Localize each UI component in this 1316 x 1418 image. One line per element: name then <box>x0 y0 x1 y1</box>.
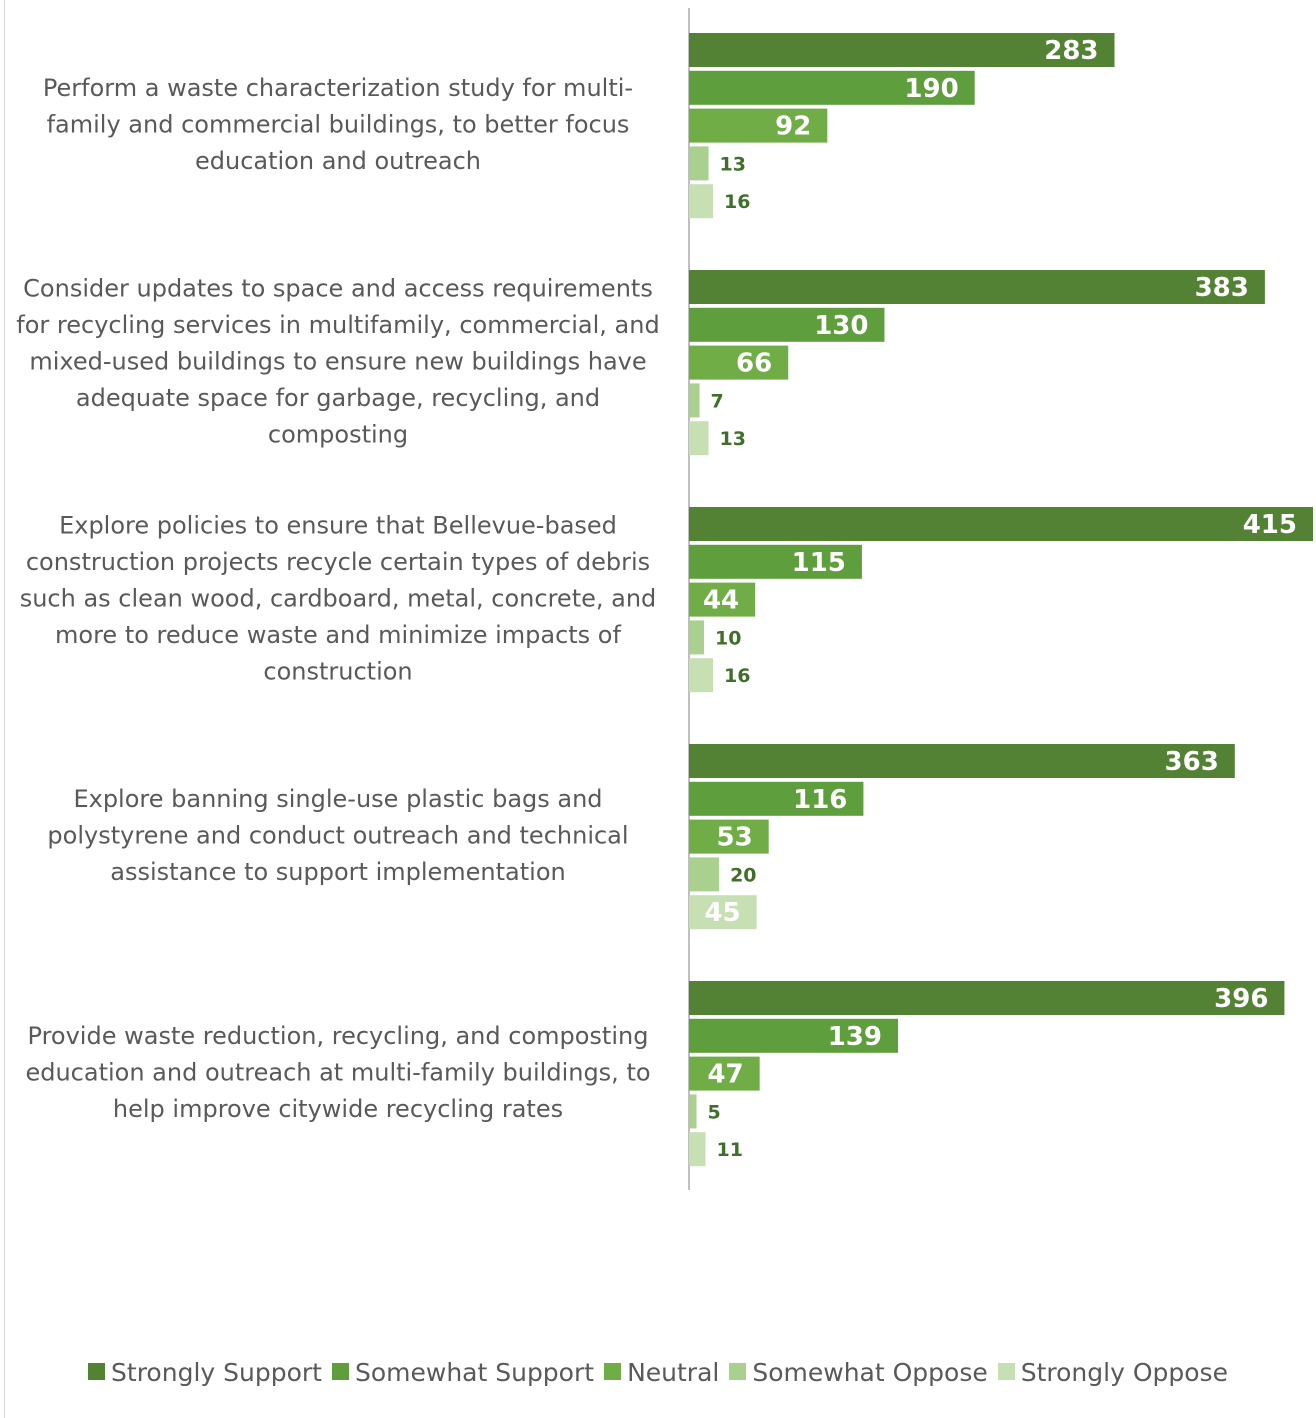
bar-strongly-support <box>689 507 1313 541</box>
bar-chart-plot: Perform a waste characterization study f… <box>16 8 1313 1190</box>
category-label: Provide waste reduction, recycling, and … <box>25 1022 650 1123</box>
legend-swatch <box>88 1363 106 1380</box>
data-label: 363 <box>1165 747 1219 777</box>
data-label: 92 <box>775 112 811 142</box>
legend-swatch <box>729 1363 747 1380</box>
legend-item: Strongly Oppose <box>997 1358 1228 1387</box>
data-label: 7 <box>711 390 724 412</box>
data-label: 16 <box>724 665 750 687</box>
bar-strongly-support <box>689 981 1285 1015</box>
legend-item: Somewhat Support <box>331 1358 595 1387</box>
data-label: 44 <box>703 586 739 616</box>
bar-neutral <box>689 345 789 380</box>
bar-somewhat-support <box>689 1018 899 1053</box>
legend-swatch <box>331 1363 349 1380</box>
data-label: 13 <box>720 428 746 450</box>
data-label: 20 <box>730 864 756 886</box>
bar-strongly-support <box>689 744 1235 778</box>
legend-label: Somewhat Support <box>354 1358 595 1387</box>
data-label: 13 <box>720 153 746 175</box>
bar-somewhat-oppose <box>689 383 700 418</box>
bar-neutral <box>689 1056 760 1091</box>
category-label: Explore policies to ensure that Bellevue… <box>20 512 657 686</box>
bar-neutral <box>689 108 828 143</box>
legend-swatch <box>997 1363 1015 1380</box>
data-label: 16 <box>724 191 750 213</box>
category-label: Explore banning single-use plastic bags … <box>47 785 628 886</box>
bar-neutral <box>689 582 756 617</box>
bar-somewhat-support <box>689 781 864 816</box>
data-label: 10 <box>715 627 741 649</box>
bar-somewhat-support <box>689 544 862 579</box>
chart-frame-line <box>4 0 5 1418</box>
legend-item: Strongly Support <box>88 1358 322 1387</box>
bar-strongly-oppose <box>689 421 709 456</box>
legend-item: Somewhat Oppose <box>729 1358 988 1387</box>
bar-strongly-oppose <box>689 895 757 930</box>
bar-strongly-support <box>689 33 1115 67</box>
bar-strongly-oppose <box>689 184 714 219</box>
category-label: Perform a waste characterization study f… <box>43 74 633 175</box>
legend-label: Strongly Support <box>111 1358 322 1387</box>
bar-strongly-support <box>689 270 1265 304</box>
category-label: Consider updates to space and access req… <box>16 275 659 449</box>
data-label: 11 <box>717 1139 743 1161</box>
data-label: 283 <box>1044 36 1098 66</box>
data-label: 190 <box>904 74 958 104</box>
bar-somewhat-oppose <box>689 146 709 181</box>
legend-swatch <box>604 1363 622 1380</box>
bar-somewhat-oppose <box>689 1094 697 1129</box>
data-label: 47 <box>707 1060 743 1090</box>
legend-label: Neutral <box>627 1358 720 1387</box>
data-label: 66 <box>736 349 772 379</box>
data-label: 115 <box>792 548 846 578</box>
bar-strongly-oppose <box>689 658 714 693</box>
bar-neutral <box>689 819 769 854</box>
bar-somewhat-support <box>689 70 975 105</box>
bar-somewhat-support <box>689 307 885 342</box>
bar-somewhat-oppose <box>689 620 705 655</box>
legend-label: Somewhat Oppose <box>752 1358 988 1387</box>
data-label: 130 <box>814 311 868 341</box>
legend-item: Neutral <box>604 1358 719 1387</box>
bar-somewhat-oppose <box>689 857 720 892</box>
data-label: 139 <box>828 1022 882 1052</box>
data-label: 383 <box>1195 273 1249 303</box>
data-label: 396 <box>1214 984 1268 1014</box>
data-label: 5 <box>708 1101 721 1123</box>
data-label: 116 <box>793 785 847 815</box>
legend-label: Strongly Oppose <box>1020 1358 1228 1387</box>
data-label: 53 <box>717 823 753 853</box>
data-label: 415 <box>1243 510 1297 540</box>
chart-legend: Strongly Support Somewhat Support Neutral S… <box>0 1358 1316 1387</box>
data-label: 45 <box>704 898 740 928</box>
bar-strongly-oppose <box>689 1132 706 1167</box>
